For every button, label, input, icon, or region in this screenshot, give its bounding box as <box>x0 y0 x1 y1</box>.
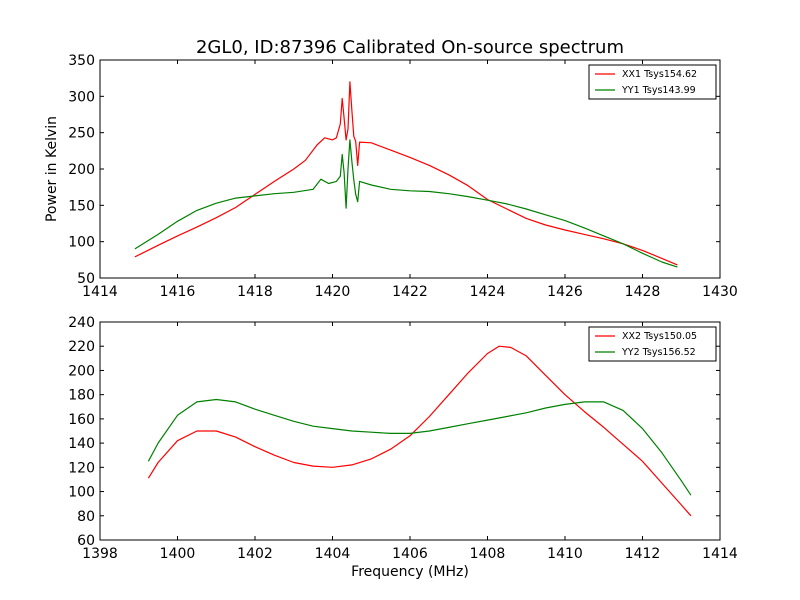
bottom-legend-label-yy2: YY2 Tsys156.52 <box>621 347 696 358</box>
top-x-tick-label-7: 1428 <box>625 284 661 300</box>
bottom-legend: XX2 Tsys150.05 YY2 Tsys156.52 <box>588 326 717 362</box>
bottom-x-tick-label-1: 1400 <box>160 546 196 562</box>
bottom-x-tick-label-5: 1408 <box>470 546 506 562</box>
bottom-x-tick-label-0: 1398 <box>82 546 118 562</box>
top-legend-label-xx1: XX1 Tsys154.62 <box>622 69 697 80</box>
top-y-tick-label-1: 100 <box>68 235 95 251</box>
top-legend: XX1 Tsys154.62 YY1 Tsys143.99 <box>588 64 717 100</box>
top-series-lines <box>134 81 678 268</box>
top-plot-frame <box>99 59 721 279</box>
bottom-series-line-1 <box>147 398 692 496</box>
bottom-y-tick-label-6: 180 <box>68 388 95 404</box>
top-series-line-1 <box>134 139 678 268</box>
top-x-tick-label-6: 1426 <box>547 284 583 300</box>
bottom-x-tick-label-2: 1402 <box>237 546 273 562</box>
bottom-series-line-0 <box>147 345 692 517</box>
top-x-tick-label-0: 1414 <box>82 284 118 300</box>
bottom-plot-frame <box>99 321 721 541</box>
bottom-x-tick-label-6: 1410 <box>547 546 583 562</box>
top-y-tick-label-6: 350 <box>68 53 95 69</box>
bottom-x-tick-label-4: 1406 <box>392 546 428 562</box>
bottom-y-tick-label-4: 140 <box>68 436 95 452</box>
bottom-y-tick-label-9: 240 <box>68 315 95 331</box>
bottom-y-tick-label-8: 220 <box>68 339 95 355</box>
top-x-tick-label-8: 1430 <box>702 284 738 300</box>
top-x-tick-label-5: 1424 <box>470 284 506 300</box>
bottom-x-tick-label-7: 1412 <box>625 546 661 562</box>
top-x-tick-label-4: 1422 <box>392 284 428 300</box>
bottom-y-tick-label-0: 60 <box>77 533 95 549</box>
top-chart-title: 2GL0, ID:87396 Calibrated On-source spec… <box>196 37 624 58</box>
top-x-tick-label-1: 1416 <box>160 284 196 300</box>
bottom-y-tick-label-2: 100 <box>68 485 95 501</box>
bottom-y-tick-label-5: 160 <box>68 412 95 428</box>
top-legend-box <box>588 64 717 100</box>
bottom-panel: 1398 1400 1402 1404 1406 1408 1410 1412 1414 60 80… <box>68 315 738 580</box>
bottom-x-tick-label-3: 1404 <box>315 546 351 562</box>
top-legend-label-yy1: YY1 Tsys143.99 <box>621 85 696 96</box>
top-y-tick-label-4: 250 <box>68 126 95 142</box>
bottom-series-lines <box>147 345 692 517</box>
top-panel: 2GL0, ID:87396 Calibrated On-source spec… <box>44 37 738 300</box>
top-x-tick-label-3: 1420 <box>315 284 351 300</box>
top-y-tick-label-2: 150 <box>68 198 95 214</box>
top-y-tick-label-5: 300 <box>68 89 95 105</box>
bottom-legend-box <box>588 326 717 362</box>
bottom-y-tick-label-7: 200 <box>68 363 95 379</box>
top-series-line-0 <box>134 81 678 266</box>
top-y-tick-label-0: 50 <box>77 271 95 287</box>
bottom-legend-label-xx2: XX2 Tsys150.05 <box>622 331 697 342</box>
top-y-axis-label: Power in Kelvin <box>44 116 60 222</box>
bottom-x-tick-label-8: 1414 <box>702 546 738 562</box>
bottom-x-axis-label: Frequency (MHz) <box>351 564 469 580</box>
top-y-tick-label-3: 200 <box>68 162 95 178</box>
bottom-y-tick-label-1: 80 <box>77 509 95 525</box>
top-axis-ticks: 1414 1416 1418 1420 1422 1424 1426 1428 1430 50 10… <box>68 53 738 300</box>
bottom-axis-ticks: 1398 1400 1402 1404 1406 1408 1410 1412 1414 60 80… <box>68 315 738 562</box>
bottom-y-tick-label-3: 120 <box>68 460 95 476</box>
top-x-tick-label-2: 1418 <box>237 284 273 300</box>
